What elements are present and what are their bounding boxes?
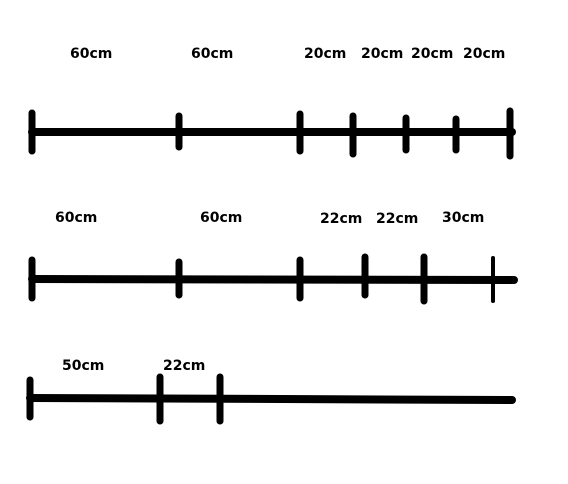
ruler-2-label: 30cm — [442, 210, 484, 226]
ruler-2-label: 22cm — [320, 211, 362, 227]
ruler-1-label: 20cm — [304, 46, 346, 62]
ruler-3: 50cm 22cm — [26, 358, 516, 425]
ruler-2-label: 60cm — [55, 210, 97, 226]
ruler-3-bar — [26, 394, 516, 404]
ruler-3-label: 22cm — [163, 358, 205, 374]
ruler-1-label: 20cm — [463, 46, 505, 62]
ruler-1: 60cm 60cm 20cm 20cm 20cm 20cm — [28, 46, 516, 160]
ruler-1-label: 60cm — [191, 46, 233, 62]
ruler-1-label: 60cm — [70, 46, 112, 62]
ruler-3-label: 50cm — [62, 358, 104, 374]
ruler-2-label: 60cm — [200, 210, 242, 226]
ruler-2-bar — [28, 275, 518, 284]
ruler-1-label: 20cm — [361, 46, 403, 62]
ruler-2-label: 22cm — [376, 211, 418, 227]
ruler-1-label: 20cm — [411, 46, 453, 62]
ruler-2: 60cm 60cm 22cm 22cm 30cm — [28, 210, 518, 305]
